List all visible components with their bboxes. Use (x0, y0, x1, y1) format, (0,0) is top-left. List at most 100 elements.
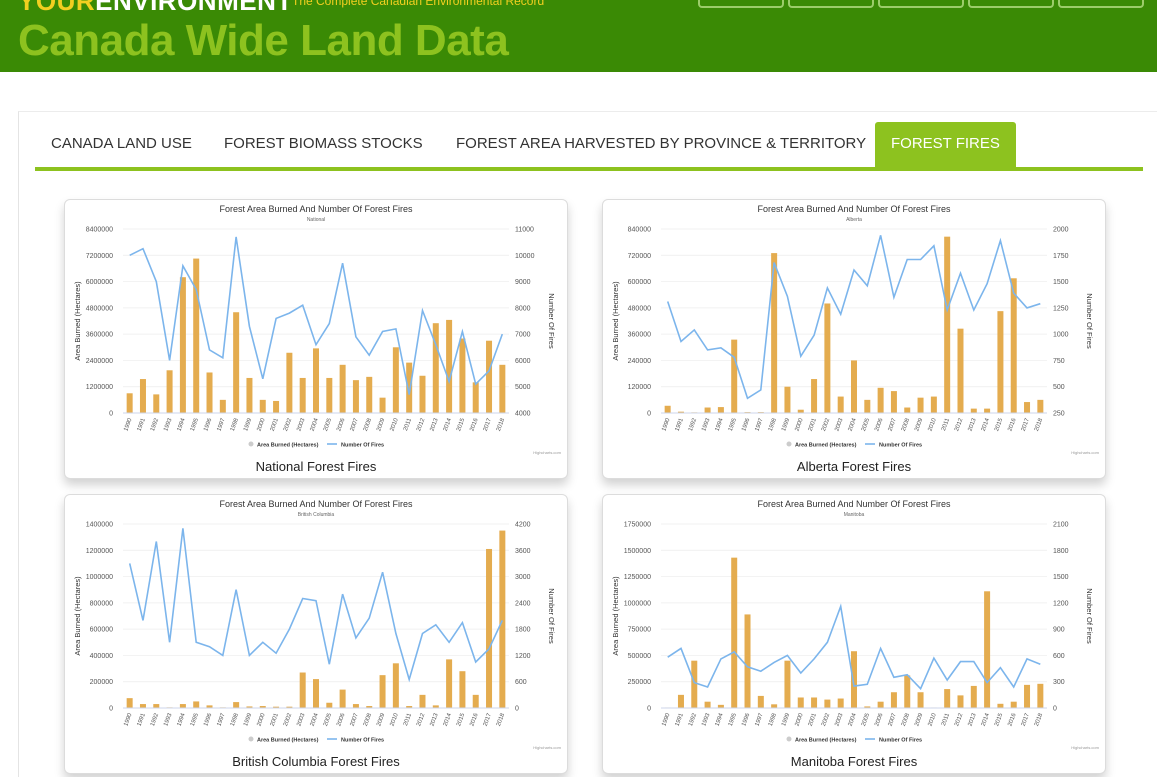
top-nav-button-2[interactable] (788, 0, 874, 8)
chart-title: Forest Area Burned And Number Of Forest … (757, 204, 951, 214)
bar (179, 704, 186, 708)
top-nav-button-3[interactable] (878, 0, 964, 8)
tab-forest-fires[interactable]: FOREST FIRES (875, 122, 1016, 167)
bar (970, 685, 977, 708)
y-tick-label: 8400000 (86, 227, 113, 234)
bar (486, 548, 493, 708)
x-tick-label: 1992 (150, 712, 160, 727)
bar (811, 697, 818, 708)
y-tick-label: 800000 (90, 600, 113, 607)
x-tick-label: 2001 (808, 417, 818, 432)
x-tick-label: 1995 (190, 417, 200, 432)
bar (446, 659, 453, 708)
x-tick-label: 2003 (296, 417, 306, 432)
bar (206, 372, 213, 413)
chart-alberta: Forest Area Burned And Number Of Forest … (611, 204, 1100, 455)
y2-tick-label: 600 (1053, 653, 1065, 660)
x-tick-label: 1991 (137, 417, 147, 432)
x-tick-label: 2015 (994, 712, 1004, 727)
bar (233, 702, 240, 708)
y2-tick-label: 1200 (515, 653, 531, 660)
x-tick-label: 2006 (336, 712, 346, 727)
y2-tick-label: 2100 (1053, 522, 1069, 529)
x-tick-label: 2007 (888, 417, 898, 432)
bar (299, 377, 306, 413)
top-nav-button-1[interactable] (698, 0, 784, 8)
bar (286, 706, 293, 708)
x-tick-label: 2012 (954, 712, 964, 727)
x-tick-label: 1990 (661, 417, 671, 432)
x-tick-label: 2003 (834, 417, 844, 432)
x-tick-label: 2017 (483, 712, 493, 727)
y-tick-label: 4800000 (86, 305, 113, 312)
bar (744, 614, 751, 708)
bar (1010, 701, 1017, 708)
tab-forest-biomass-stocks[interactable]: FOREST BIOMASS STOCKS (224, 135, 423, 152)
y-tick-label: 1250000 (624, 574, 651, 581)
legend-area-marker (248, 441, 254, 447)
x-tick-label: 1998 (230, 417, 240, 432)
top-nav-button-4[interactable] (968, 0, 1054, 8)
x-tick-label: 1999 (781, 417, 791, 432)
bar (664, 405, 671, 413)
y-tick-label: 0 (109, 706, 113, 713)
x-tick-label: 2009 (376, 712, 386, 727)
bar (824, 699, 831, 708)
y-tick-label: 250000 (628, 679, 651, 686)
top-nav-button-5[interactable] (1058, 0, 1144, 8)
x-tick-label: 1992 (688, 417, 698, 432)
x-tick-label: 1993 (163, 712, 173, 727)
x-tick-label: 2012 (954, 417, 964, 432)
bar (984, 591, 991, 708)
y2-tick-label: 9000 (515, 279, 531, 286)
bar (432, 323, 439, 413)
legend-area-label: Area Burned (Hectares) (795, 443, 857, 449)
x-tick-label: 2004 (310, 712, 320, 727)
x-tick-label: 2016 (469, 417, 479, 432)
y-tick-label: 720000 (628, 253, 651, 260)
x-tick-label: 2016 (1007, 417, 1017, 432)
chart-caption-alberta: Alberta Forest Fires (796, 459, 912, 474)
bar (1037, 399, 1044, 413)
chart-subtitle: Manitoba (844, 512, 865, 518)
bar (731, 339, 738, 413)
bar (139, 704, 146, 708)
y-tick-label: 360000 (628, 332, 651, 339)
x-tick-label: 2009 (914, 417, 924, 432)
y2-tick-label: 6000 (515, 358, 531, 365)
bar (179, 277, 186, 413)
y-tick-label: 120000 (628, 384, 651, 391)
y2-tick-label: 11000 (515, 227, 534, 234)
bar (126, 393, 133, 413)
tab-canada-land-use[interactable]: CANADA LAND USE (51, 135, 192, 152)
y-tick-label: 1500000 (624, 548, 651, 555)
legend-area-marker (248, 736, 254, 742)
bar (259, 399, 266, 413)
y2-tick-label: 250 (1053, 411, 1065, 418)
bar (704, 407, 711, 413)
x-tick-label: 2015 (456, 712, 466, 727)
site-logo[interactable]: YOURENVIRONMENT (18, 0, 293, 17)
bar (970, 408, 977, 413)
y-tick-label: 2400000 (86, 358, 113, 365)
x-tick-label: 2004 (310, 417, 320, 432)
chart-credit: Highcharts.com (533, 745, 561, 750)
tab-forest-area-harvested[interactable]: FOREST AREA HARVESTED BY PROVINCE & TERR… (456, 135, 867, 152)
y-axis-label: Area Burned (Hectares) (73, 576, 82, 656)
bar (419, 375, 426, 413)
x-tick-label: 2000 (794, 417, 804, 432)
y2-tick-label: 4000 (515, 411, 531, 418)
y-tick-label: 600000 (628, 279, 651, 286)
y-tick-label: 750000 (628, 627, 651, 634)
x-tick-label: 1994 (715, 712, 725, 727)
bar (797, 697, 804, 708)
x-tick-label: 1997 (754, 712, 764, 727)
bar (446, 319, 453, 413)
bar (771, 253, 778, 413)
y-tick-label: 1000000 (624, 600, 651, 607)
x-tick-label: 2017 (483, 417, 493, 432)
x-tick-label: 2004 (848, 712, 858, 727)
bar (691, 660, 698, 708)
y2-tick-label: 4200 (515, 522, 531, 529)
bar (246, 377, 253, 413)
